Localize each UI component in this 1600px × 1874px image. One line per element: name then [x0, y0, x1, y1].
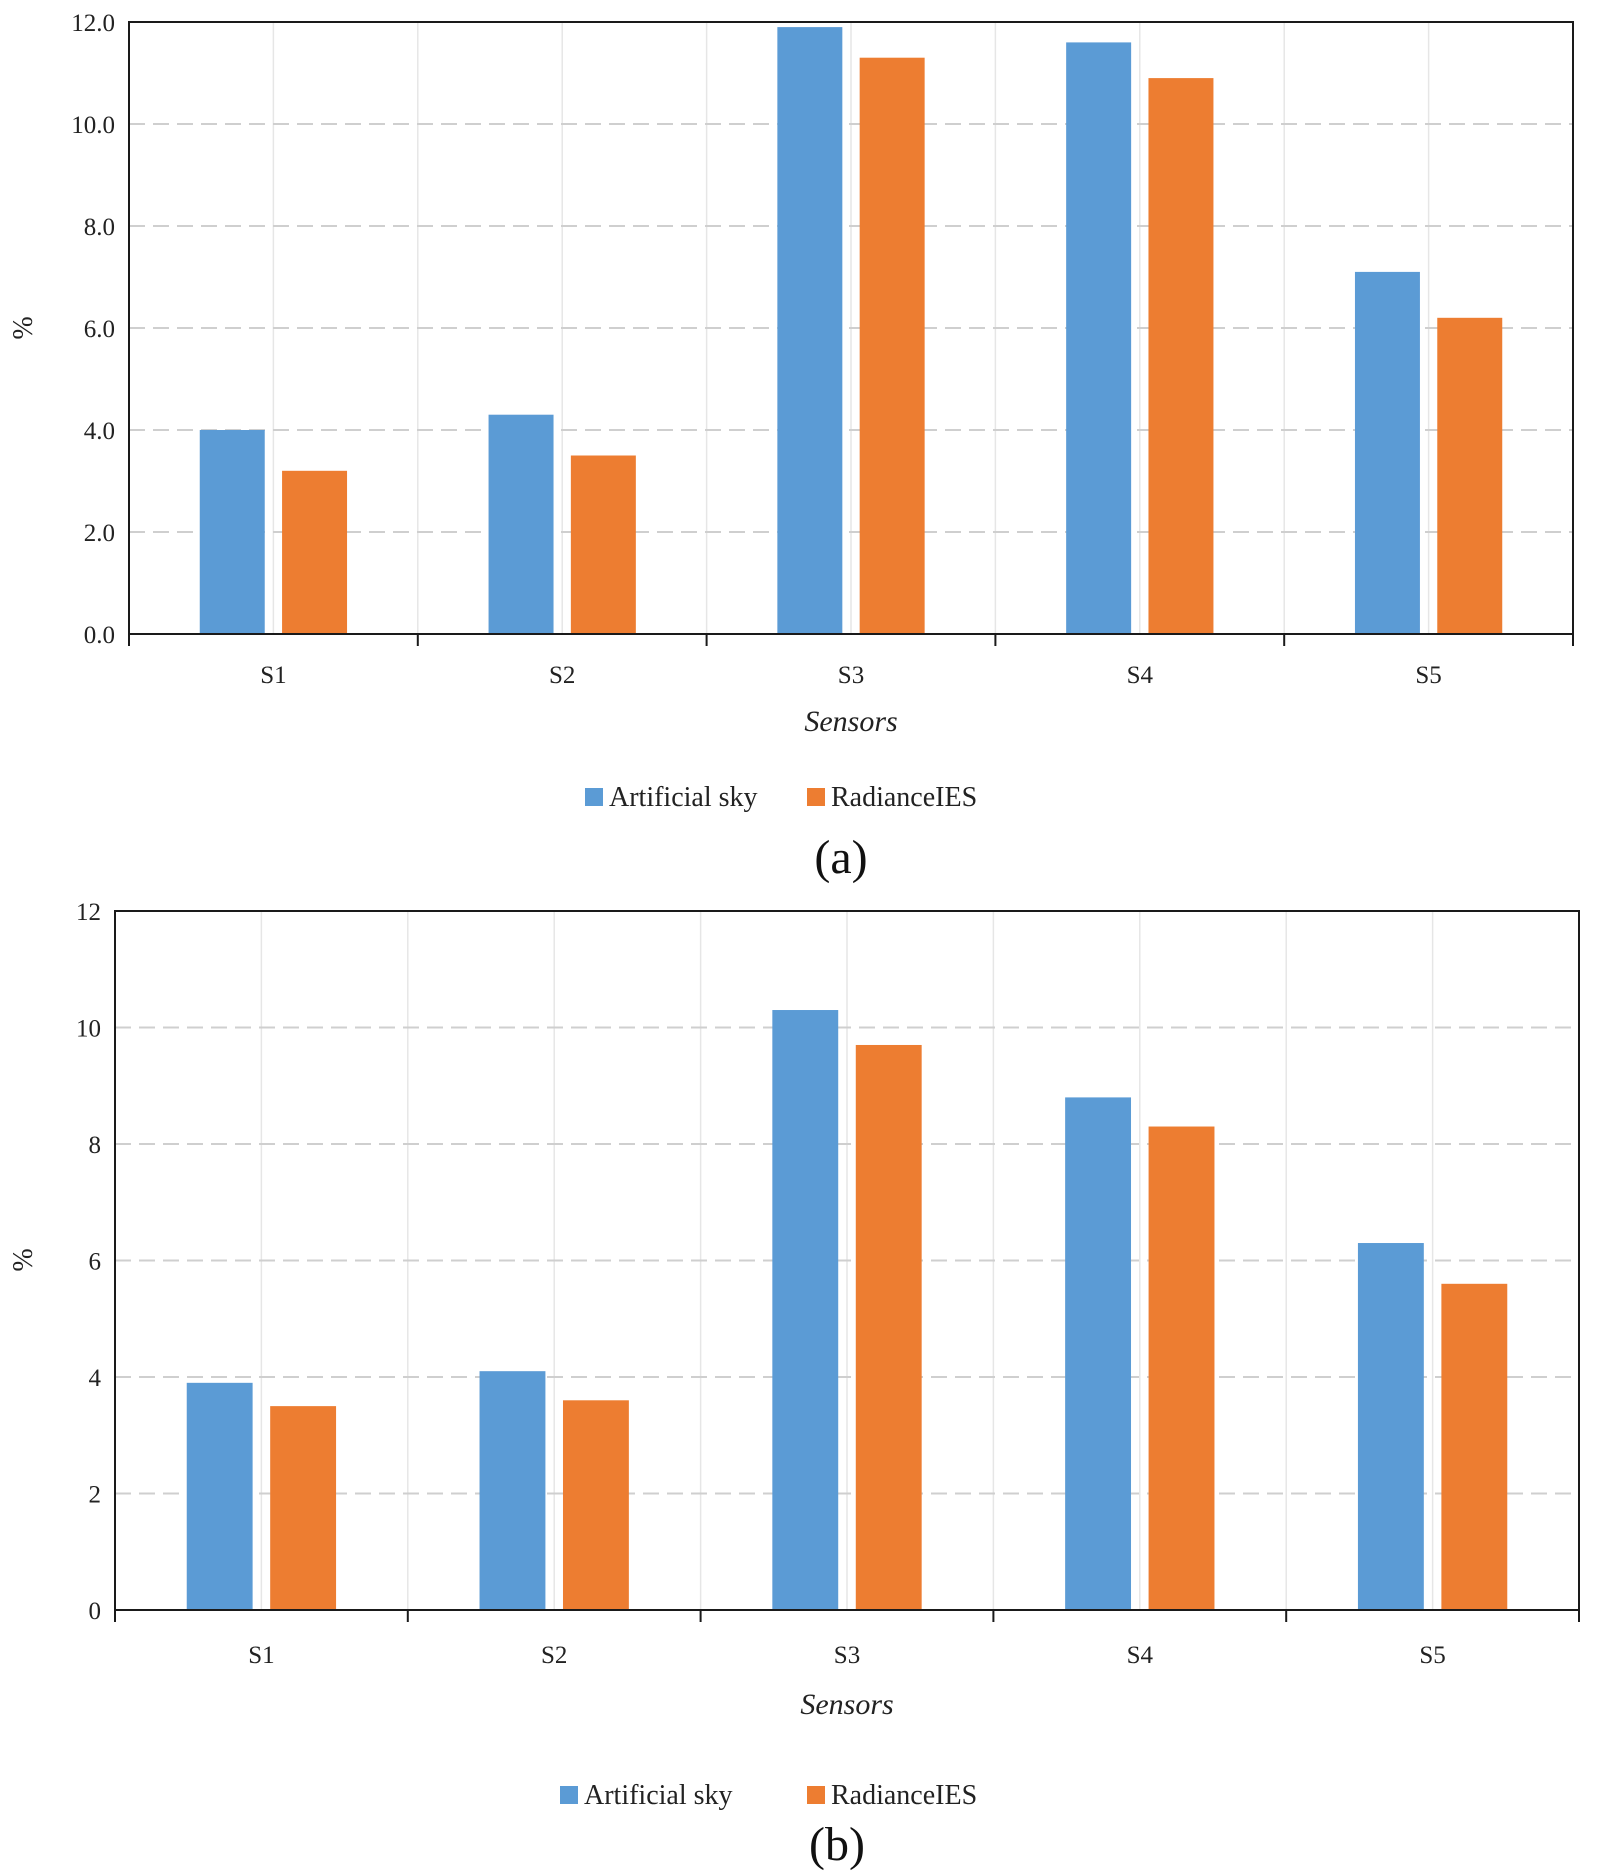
- y-tick-label: 4.0: [84, 418, 115, 445]
- x-tick-label: S5: [1419, 1642, 1445, 1669]
- x-axis-title: Sensors: [800, 1688, 893, 1721]
- y-tick-label: 12: [76, 899, 101, 926]
- x-tick-label: S1: [260, 662, 286, 689]
- bar-radiance-ies-s4: [1148, 1126, 1215, 1610]
- y-tick-label: 2.0: [84, 520, 115, 547]
- y-tick-label: 12.0: [71, 10, 115, 37]
- y-tick-label: 2: [89, 1482, 102, 1509]
- bar-artificial-sky-s1: [199, 430, 265, 634]
- panel-label: (a): [814, 831, 867, 884]
- x-tick-label: S2: [541, 1642, 567, 1669]
- y-tick-label: 10.0: [71, 112, 115, 139]
- plot-frame: [128, 21, 1574, 635]
- y-axis-title: %: [8, 316, 39, 339]
- x-axis-title: Sensors: [804, 705, 897, 738]
- x-tick-label: S4: [1127, 662, 1154, 689]
- plot-frame: [114, 910, 1580, 1611]
- bar-artificial-sky-s3: [772, 1010, 839, 1610]
- x-tick-label: S5: [1415, 662, 1441, 689]
- y-tick-label: 8.0: [84, 214, 115, 241]
- legend-label-artificial-sky: Artificial sky: [584, 1780, 733, 1811]
- bar-radiance-ies-s5: [1437, 317, 1503, 634]
- x-tick-label: S3: [834, 1642, 860, 1669]
- x-tick-label: S1: [248, 1642, 274, 1669]
- y-tick-label: 10: [76, 1016, 101, 1043]
- legend-label-artificial-sky: Artificial sky: [609, 782, 758, 813]
- bar-radiance-ies-s3: [855, 1044, 922, 1610]
- x-tick-label: S3: [838, 662, 864, 689]
- y-tick-label: 6.0: [84, 316, 115, 343]
- bar-artificial-sky-s1: [186, 1382, 253, 1610]
- y-tick-label: 8: [89, 1132, 102, 1159]
- panel-label: (b): [809, 1818, 865, 1871]
- y-tick-label: 4: [89, 1365, 102, 1392]
- bar-artificial-sky-s4: [1066, 42, 1132, 634]
- bar-radiance-ies-s1: [270, 1406, 337, 1610]
- y-tick-label: 0.0: [84, 622, 115, 649]
- x-tick-label: S4: [1127, 1642, 1154, 1669]
- y-axis-title: %: [8, 1248, 39, 1271]
- bar-radiance-ies-s4: [1148, 78, 1214, 635]
- bar-artificial-sky-s5: [1357, 1243, 1424, 1610]
- legend-swatch-artificial-sky: [560, 1786, 578, 1804]
- legend-swatch-radiance-ies: [807, 1786, 825, 1804]
- bar-radiance-ies-s2: [562, 1400, 629, 1610]
- bar-artificial-sky-s2: [488, 414, 554, 634]
- legend-label-radiance-ies: RadianceIES: [831, 1780, 977, 1811]
- legend-swatch-radiance-ies: [807, 788, 825, 806]
- bar-radiance-ies-s1: [282, 470, 348, 634]
- chart-panel-b: 0 2 4 6 8 10 12 S1 S2 S3 S4 S5 Sensors% Artificial sk…: [8, 899, 1580, 1871]
- bar-artificial-sky-s2: [479, 1371, 546, 1610]
- legend-label-radiance-ies: RadianceIES: [831, 782, 977, 813]
- bar-artificial-sky-s3: [777, 27, 843, 635]
- x-tick-label: S2: [549, 662, 575, 689]
- legend-swatch-artificial-sky: [585, 788, 603, 806]
- y-tick-label: 6: [89, 1249, 102, 1276]
- y-tick-label: 0: [89, 1598, 102, 1625]
- bar-artificial-sky-s4: [1065, 1097, 1132, 1610]
- bar-radiance-ies-s5: [1441, 1283, 1508, 1610]
- chart-panel-a: 0.0 2.0 4.0 6.0 8.0 10.0 12.0 S1 S2 S3 S4 S5 Sensors…: [8, 10, 1574, 884]
- bar-artificial-sky-s5: [1354, 271, 1420, 634]
- bar-radiance-ies-s3: [859, 57, 925, 634]
- bar-radiance-ies-s2: [570, 455, 636, 634]
